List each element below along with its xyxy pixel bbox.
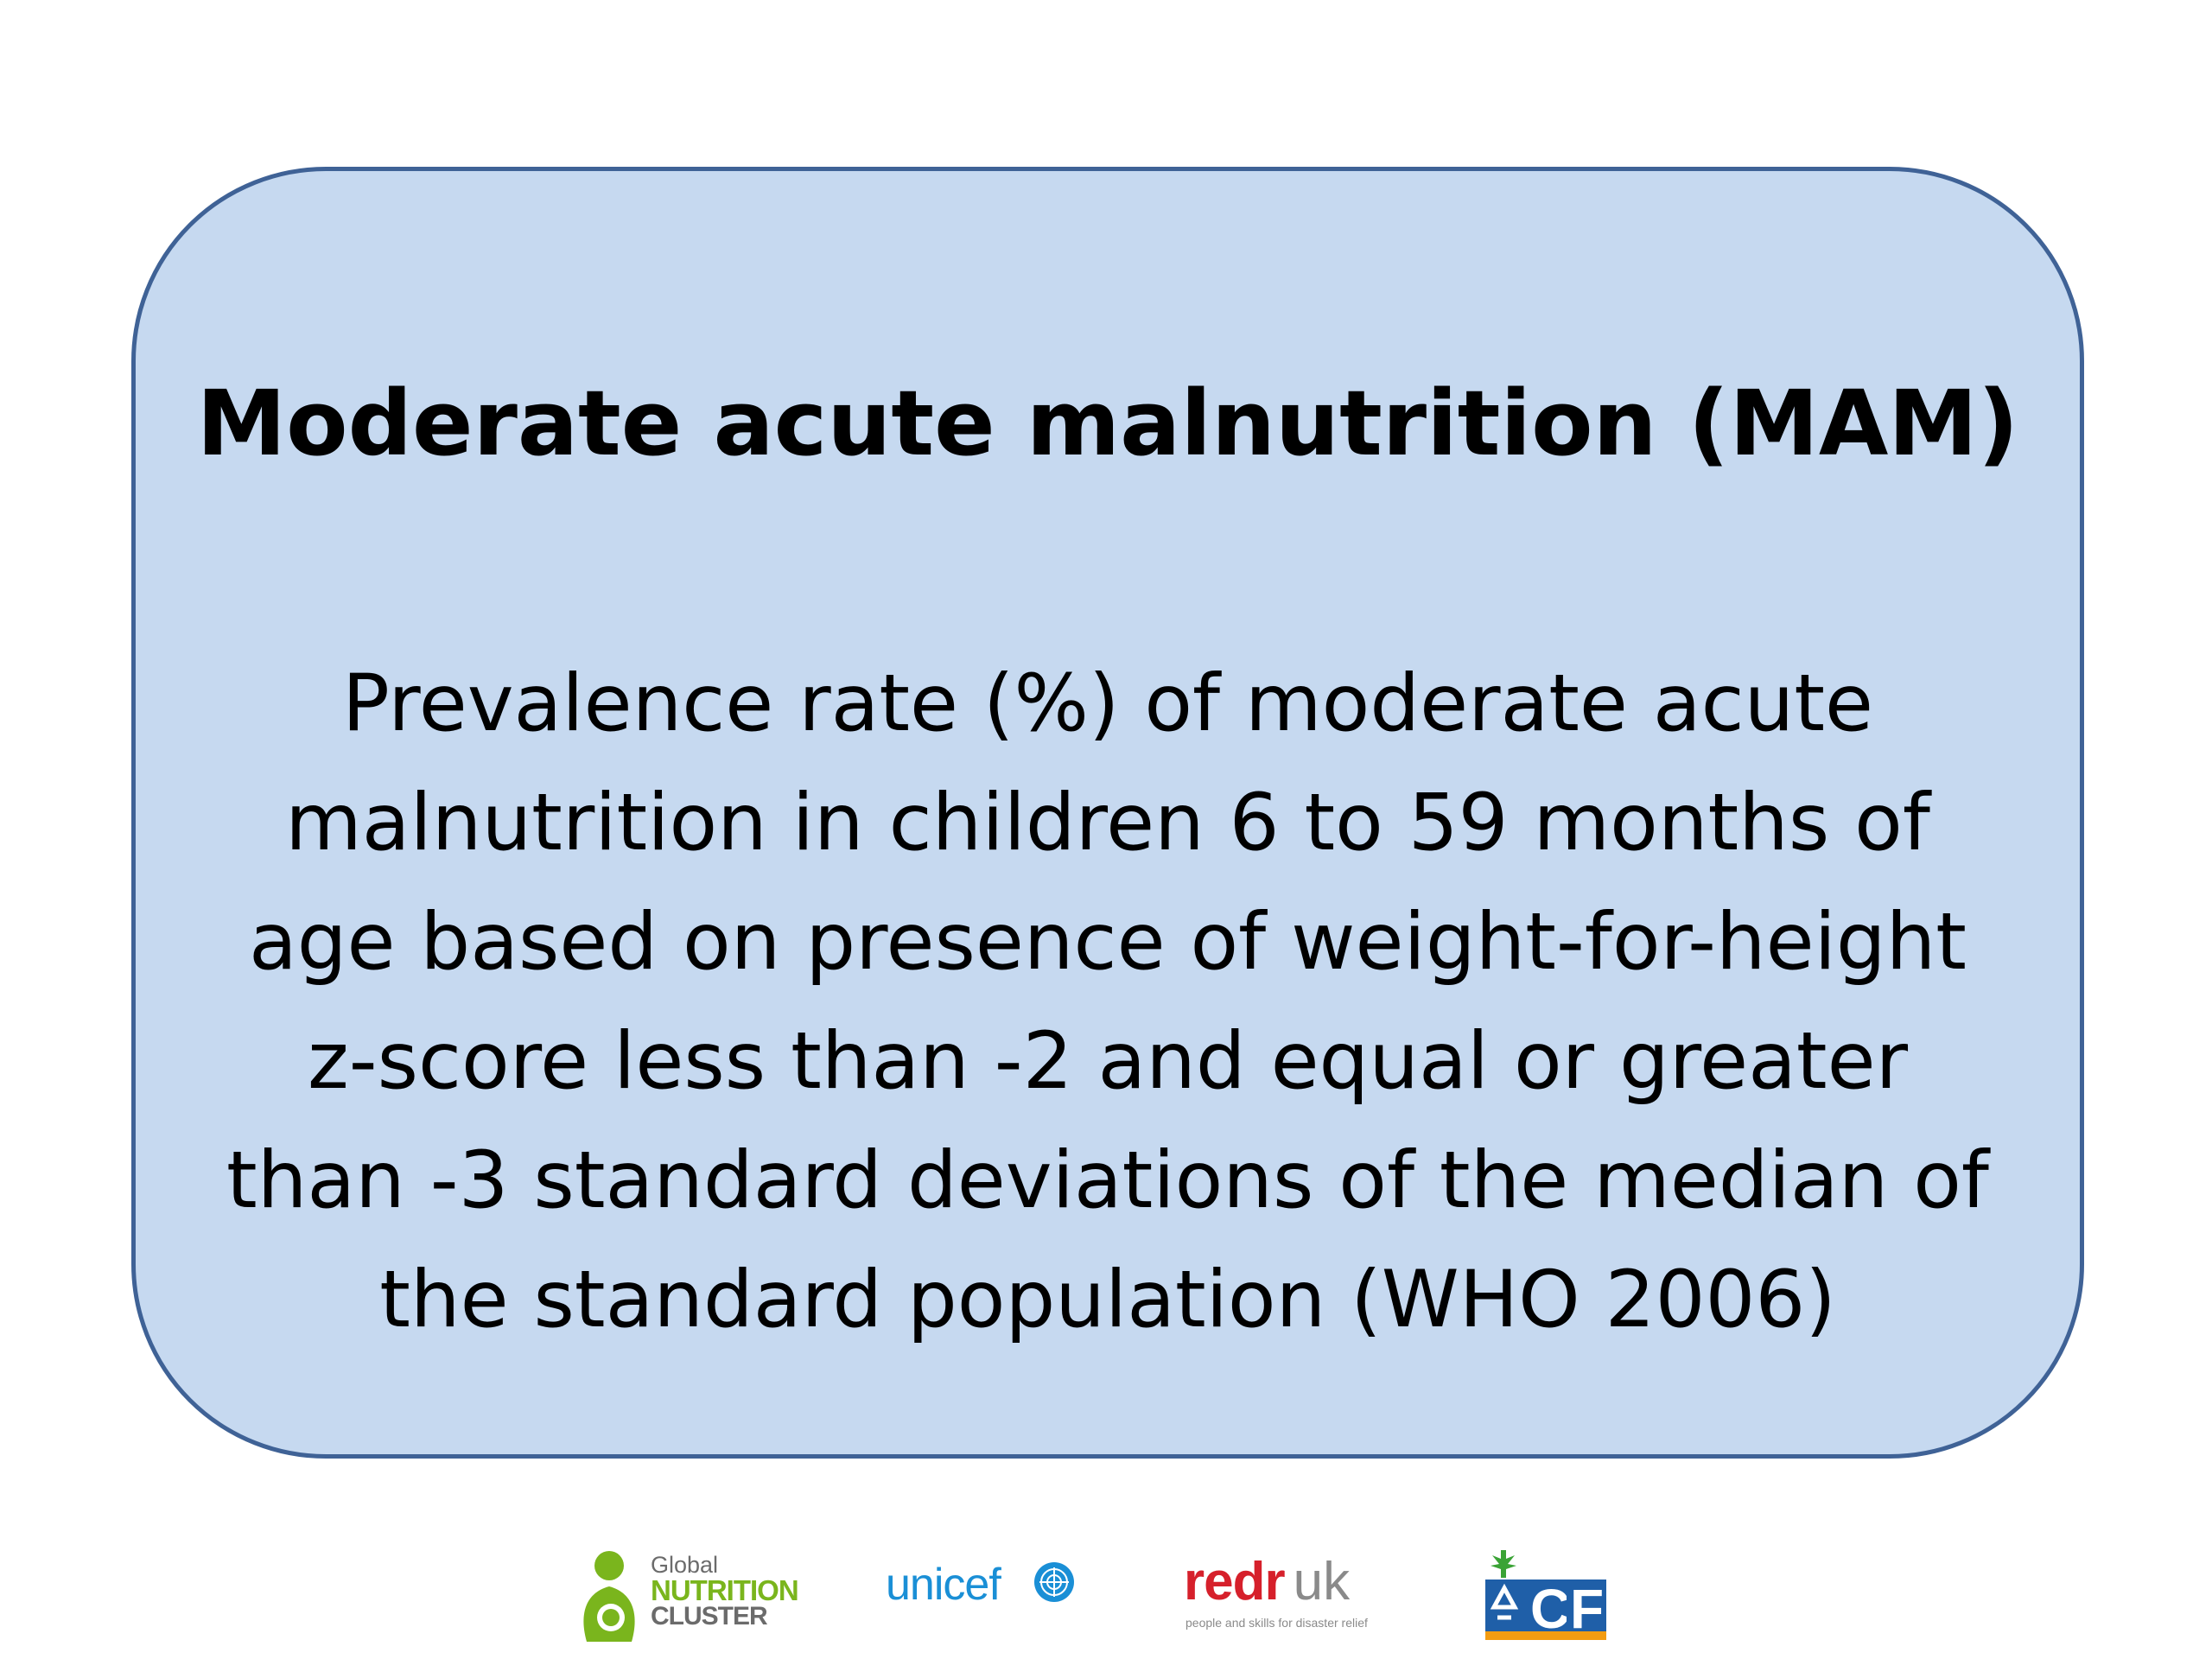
gnc-line-cluster: CLUSTER (651, 1602, 768, 1630)
unicef-logo: unicef (886, 1547, 1076, 1650)
partner-logos: Global NUTRITION CLUSTER unicef redr uk p… (575, 1547, 1646, 1650)
gnc-line-global: Global (651, 1552, 719, 1578)
un-emblem-icon (1034, 1562, 1074, 1602)
definition-card: Moderate acute malnutrition (MAM) Preval… (131, 167, 2084, 1459)
uk-text: uk (1293, 1552, 1351, 1611)
redr-text: redr (1184, 1552, 1286, 1611)
acf-logo-icon: C F (1485, 1550, 1606, 1640)
definition-text: Prevalence rate (%) of moderate acute ma… (226, 658, 1989, 1345)
gnc-line-nutrition: NUTRITION (651, 1574, 799, 1606)
redr-wordmark: redr uk (1184, 1552, 1350, 1612)
mother-child-icon (583, 1551, 635, 1642)
svg-text:C: C (1530, 1578, 1570, 1640)
redr-uk-logo: redr uk people and skills for disaster re… (1184, 1547, 1382, 1650)
slide-title: Moderate acute malnutrition (MAM) (196, 371, 2019, 476)
unicef-wordmark: unicef (886, 1560, 1001, 1610)
acf-logo: C F (1482, 1547, 1655, 1650)
svg-text:F: F (1570, 1578, 1604, 1640)
redr-tagline: people and skills for disaster relief (1185, 1616, 1368, 1630)
global-nutrition-cluster-logo: Global NUTRITION CLUSTER (575, 1547, 808, 1650)
